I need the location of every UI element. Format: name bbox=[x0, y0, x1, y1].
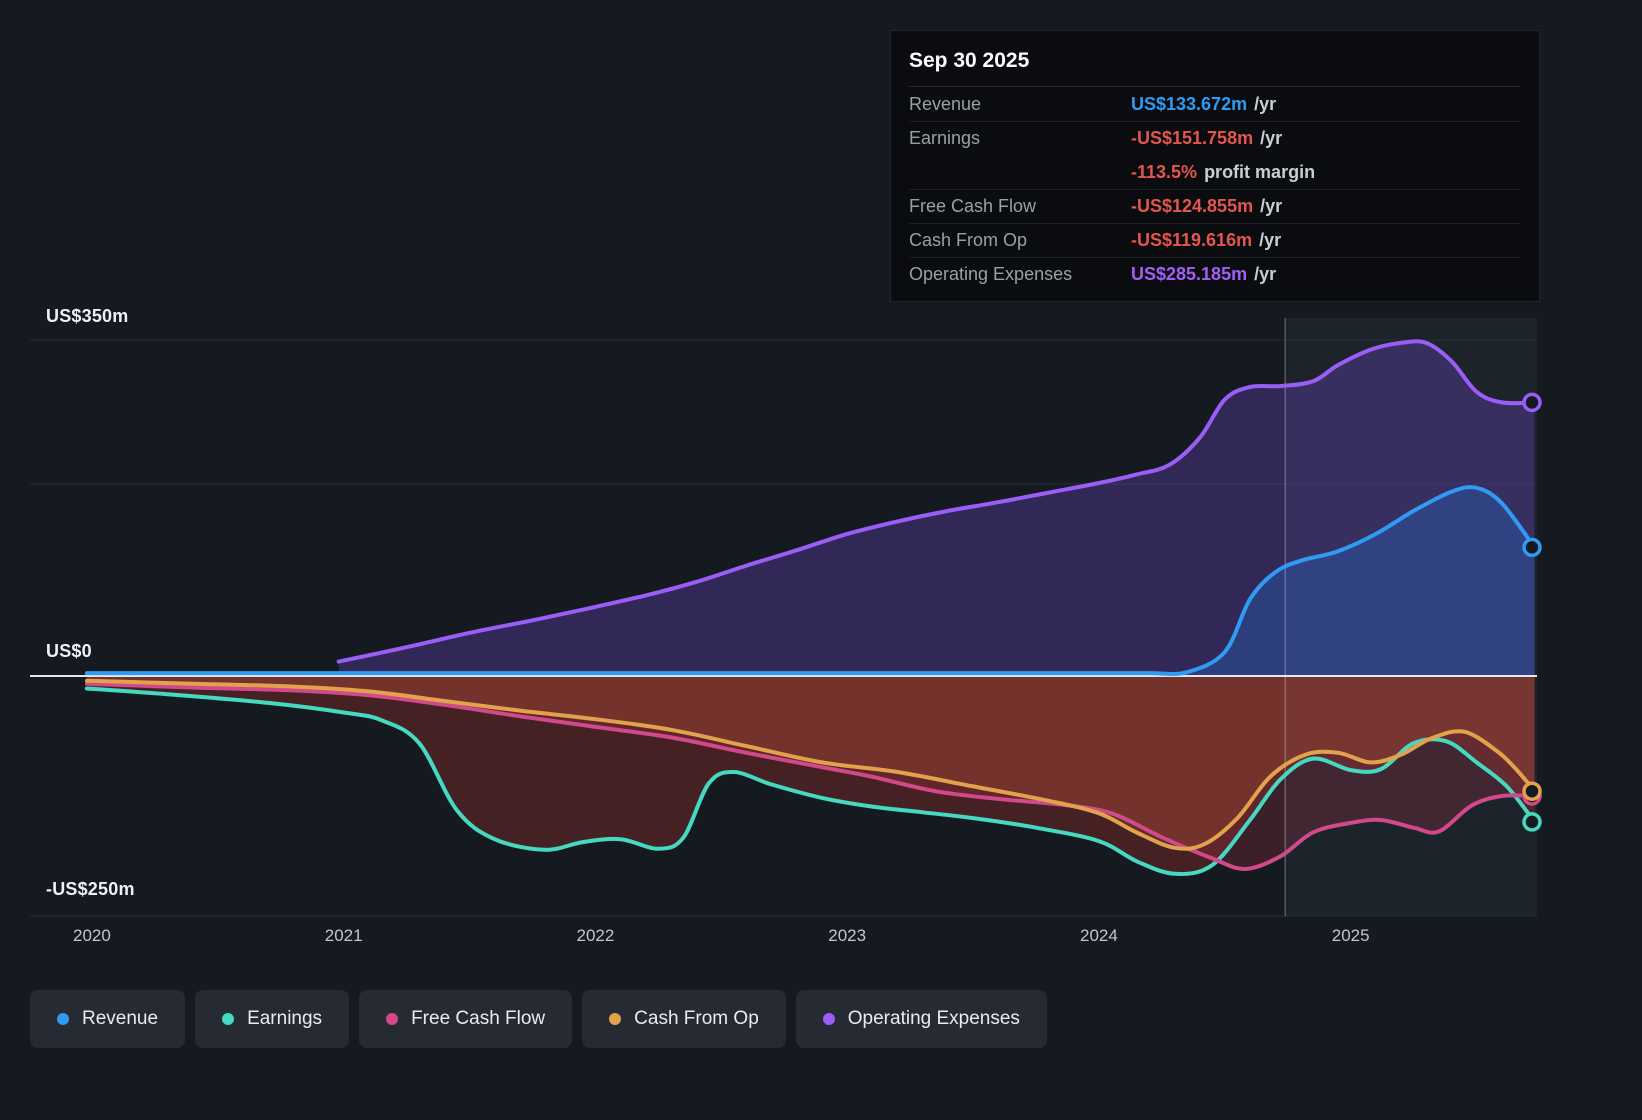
x-axis-label-2023: 2023 bbox=[828, 926, 867, 945]
earnings-dot-icon bbox=[222, 1013, 235, 1025]
tooltip-label-operating-expenses: Operating Expenses bbox=[909, 264, 1073, 284]
earnings-line bbox=[84, 686, 1537, 876]
legend-item-cash-from-op[interactable]: Cash From Op bbox=[582, 990, 786, 1048]
revenue-dot-icon bbox=[57, 1013, 69, 1025]
legend-label-free-cash-flow: Free Cash Flow bbox=[411, 1008, 546, 1029]
chart-legend: Revenue Earnings Free Cash Flow Cash From O… bbox=[30, 990, 1047, 1048]
tooltip-suffix-free-cash-flow: /yr bbox=[1260, 196, 1283, 216]
earnings-area bbox=[86, 676, 1535, 874]
tooltip-suffix-operating-expenses: /yr bbox=[1254, 264, 1277, 284]
x-axis-label-2021: 2021 bbox=[324, 926, 363, 945]
tooltip-row-operating-expenses: Operating Expenses US$285.185m/yr bbox=[909, 257, 1521, 291]
earnings-end-marker bbox=[1522, 812, 1542, 832]
cash-from-op-area bbox=[86, 676, 1535, 849]
cash-from-op-end-marker bbox=[1522, 781, 1542, 801]
free-cash-flow-area bbox=[86, 676, 1535, 870]
operating-expenses-area bbox=[338, 341, 1535, 676]
legend-label-cash-from-op: Cash From Op bbox=[634, 1008, 759, 1029]
tooltip-rows: Revenue US$133.672m/yr Earnings -US$151.758… bbox=[909, 87, 1521, 291]
tooltip-suffix-revenue: /yr bbox=[1254, 93, 1277, 114]
legend-label-operating-expenses: Operating Expenses bbox=[847, 1008, 1020, 1029]
tooltip-value-operating-expenses: US$285.185m bbox=[1131, 264, 1248, 284]
x-axis-label-2025: 2025 bbox=[1331, 926, 1370, 945]
tooltip-row-earnings: Earnings -US$151.758m/yr bbox=[909, 121, 1521, 155]
tooltip-value-free-cash-flow: -US$124.855m bbox=[1131, 196, 1254, 216]
revenue-line bbox=[84, 485, 1537, 676]
tooltip-label-revenue: Revenue bbox=[909, 93, 982, 114]
revenue-end-marker bbox=[1522, 537, 1542, 558]
legend-item-revenue[interactable]: Revenue bbox=[30, 990, 186, 1048]
legend-item-free-cash-flow[interactable]: Free Cash Flow bbox=[359, 990, 573, 1048]
tooltip-value-revenue: US$133.672m bbox=[1131, 93, 1248, 114]
free-cash-flow-dot-icon bbox=[386, 1013, 399, 1025]
tooltip-value-cash-from-op: -US$119.616m bbox=[1131, 230, 1253, 250]
revenue-area bbox=[86, 487, 1535, 676]
cash-from-op-line bbox=[84, 678, 1537, 851]
tooltip-row-revenue: Revenue US$133.672m/yr bbox=[909, 87, 1521, 121]
y-axis-label-zero: US$0 bbox=[46, 641, 92, 661]
tooltip-label-cash-from-op: Cash From Op bbox=[909, 230, 1028, 250]
legend-label-earnings: Earnings bbox=[247, 1008, 323, 1029]
x-axis-label-2020: 2020 bbox=[73, 926, 111, 945]
tooltip-label-free-cash-flow: Free Cash Flow bbox=[909, 196, 1037, 216]
y-axis-label-bottom: -US$250m bbox=[46, 879, 135, 899]
tooltip-suffix-profit-margin: profit margin bbox=[1204, 161, 1316, 182]
tooltip-value-profit-margin: -113.5% bbox=[1131, 161, 1198, 182]
x-axis-label-2022: 2022 bbox=[576, 926, 615, 945]
tooltip-value-earnings: -US$151.758m bbox=[1131, 128, 1254, 148]
legend-item-operating-expenses[interactable]: Operating Expenses bbox=[795, 990, 1047, 1048]
tooltip-suffix-earnings: /yr bbox=[1260, 128, 1283, 148]
operating-expenses-line bbox=[336, 339, 1537, 664]
free-cash-flow-line bbox=[84, 681, 1537, 872]
tooltip-label-earnings: Earnings bbox=[909, 128, 981, 148]
forecast-highlight-band bbox=[1285, 318, 1537, 916]
operating-expenses-end-marker bbox=[1522, 392, 1542, 413]
legend-item-earnings[interactable]: Earnings bbox=[195, 990, 350, 1048]
y-axis-label-top: US$350m bbox=[46, 306, 129, 326]
legend-label-revenue: Revenue bbox=[82, 1008, 159, 1029]
tooltip-row-free-cash-flow: Free Cash Flow -US$124.855m/yr bbox=[909, 189, 1521, 223]
cash-from-op-dot-icon bbox=[609, 1013, 622, 1025]
chart-tooltip: Sep 30 2025 Revenue US$133.672m/yr Earning… bbox=[890, 30, 1540, 302]
tooltip-date: Sep 30 2025 bbox=[909, 39, 1521, 87]
x-axis-label-2024: 2024 bbox=[1080, 926, 1118, 945]
tooltip-row-cash-from-op: Cash From Op -US$119.616m/yr bbox=[909, 223, 1521, 257]
operating-expenses-dot-icon bbox=[822, 1013, 835, 1025]
tooltip-row-profit-margin: -113.5% profit margin bbox=[909, 155, 1521, 189]
tooltip-suffix-cash-from-op: /yr bbox=[1259, 230, 1282, 250]
